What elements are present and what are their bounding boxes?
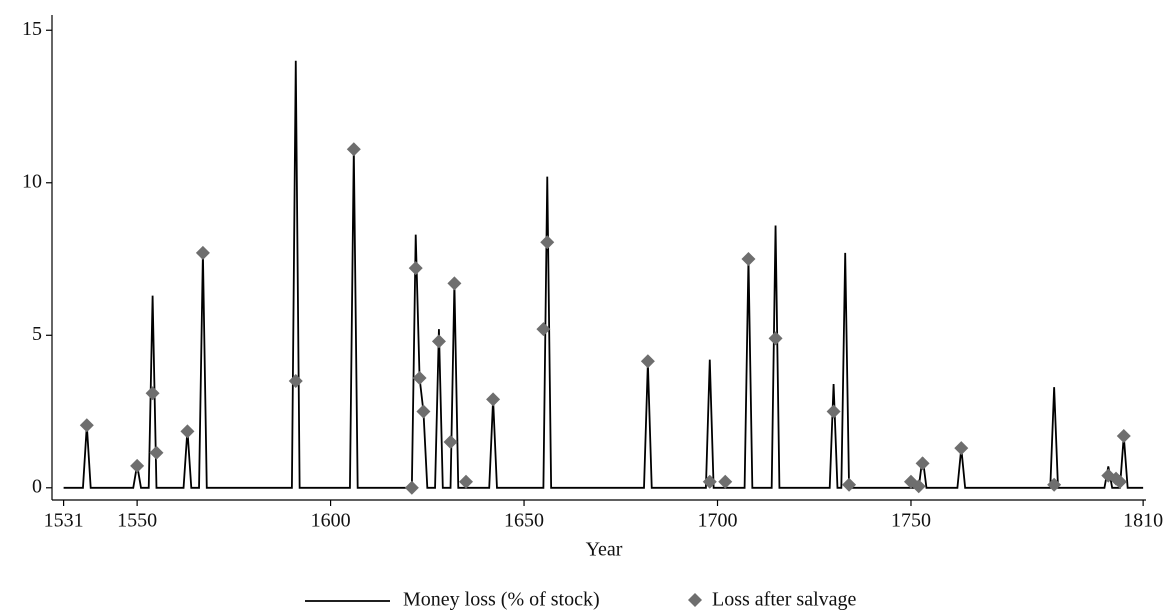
x-tick-label: 1531 [44,510,84,532]
salvage-point [1116,428,1131,443]
x-tick-label: 1550 [117,510,157,532]
legend-label: Loss after salvage [712,589,857,611]
salvage-point [540,235,555,250]
legend-diamond [688,593,702,607]
salvage-point [915,456,930,471]
x-tick-label: 1650 [504,510,544,532]
salvage-point [288,374,303,389]
salvage-point [741,252,756,267]
salvage-point [702,474,717,489]
y-tick-label: 5 [32,323,42,345]
salvage-point [842,477,857,492]
salvage-point [768,331,783,346]
salvage-point [145,386,160,401]
salvage-point [459,474,474,489]
salvage-point [954,441,969,456]
salvage-point [826,404,841,419]
salvage-point [408,261,423,276]
x-axis-label: Year [586,539,623,561]
salvage-point [447,276,462,291]
salvage-point [911,479,926,494]
salvage-point [718,474,733,489]
legend-label: Money loss (% of stock) [403,589,600,611]
salvage-point [443,435,458,450]
salvage-point [346,142,361,157]
y-tick-label: 15 [22,18,42,40]
salvage-point [180,424,195,439]
salvage-point [431,334,446,349]
salvage-point [640,354,655,369]
salvage-point [79,418,94,433]
salvage-point [416,404,431,419]
salvage-point [404,480,419,495]
salvage-point [486,392,501,407]
x-tick-label: 1700 [698,510,738,532]
y-tick-label: 10 [22,170,42,192]
salvage-point [1047,477,1062,492]
salvage-point [195,245,210,260]
salvage-point [149,445,164,460]
y-tick-label: 0 [32,475,42,497]
x-tick-label: 1750 [891,510,931,532]
salvage-point [412,370,427,385]
x-tick-label: 1810 [1123,510,1163,532]
money-loss-line [63,60,1144,489]
salvage-point [130,458,145,473]
salvage-point [1112,474,1127,489]
salvage-point [536,322,551,337]
x-tick-label: 1600 [311,510,351,532]
